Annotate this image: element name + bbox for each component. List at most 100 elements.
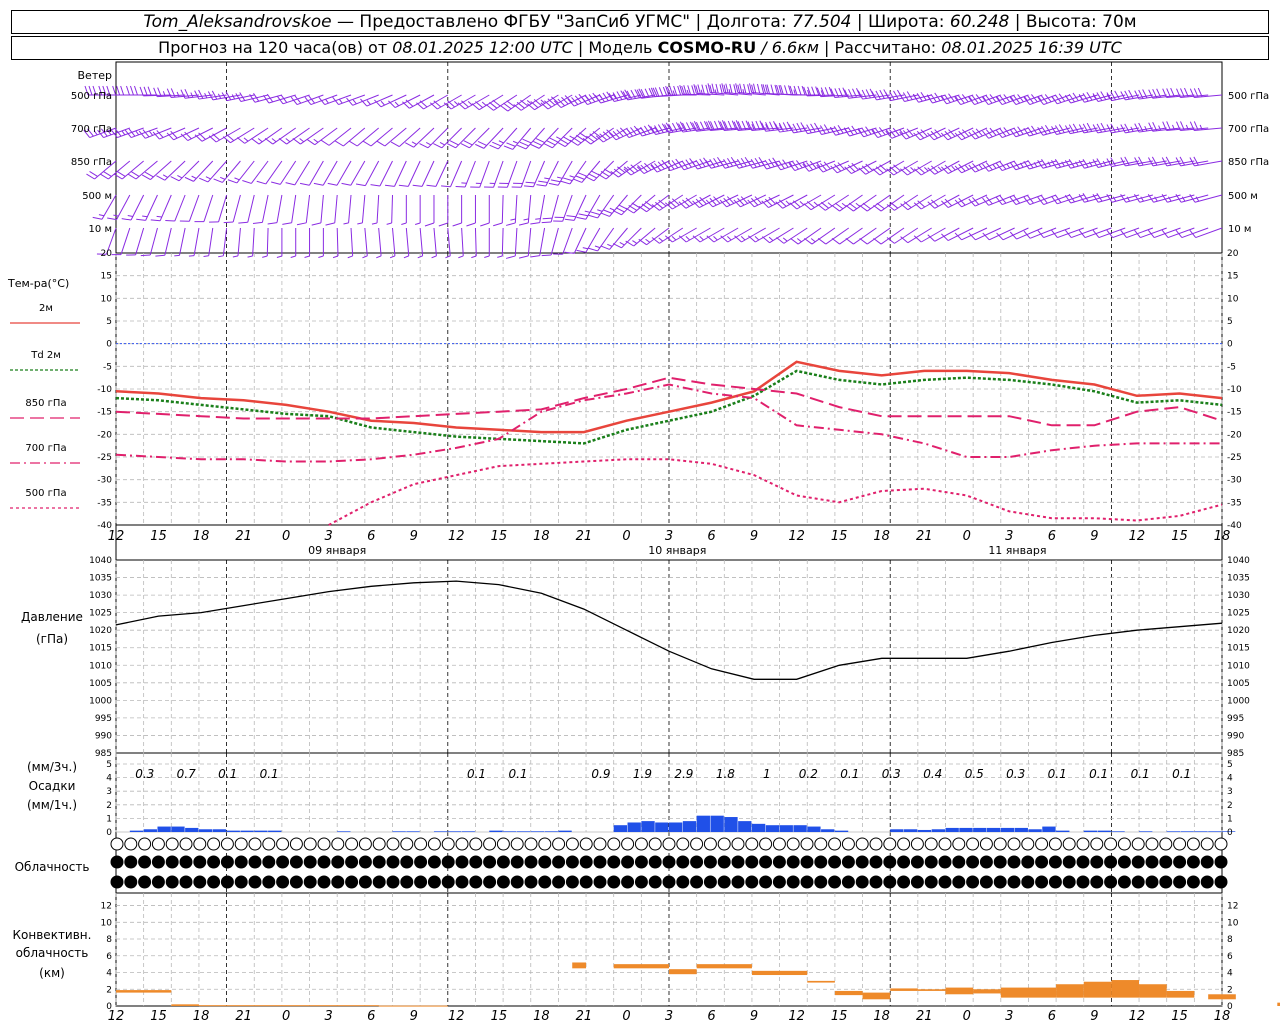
prec-tick-right: 4 [1227, 774, 1233, 784]
wind-barb [982, 227, 1015, 241]
wind-barb [576, 194, 601, 220]
barb-feather [972, 130, 980, 138]
wind-barb [705, 120, 739, 131]
barb-feather [156, 175, 165, 181]
barb-half-feather [445, 255, 451, 259]
barb-feather [449, 140, 459, 146]
wind-barb [817, 194, 849, 211]
barb-feather [1013, 160, 1020, 169]
wind-barb [485, 94, 518, 111]
conv-cloud-bar [945, 987, 974, 995]
barb-shaft [350, 227, 354, 256]
barb-feather [995, 196, 1003, 205]
precip-bar [1139, 831, 1153, 832]
barb-shaft [880, 194, 905, 212]
wind-barb [343, 194, 352, 225]
barb-shaft [203, 194, 214, 222]
barb-feather [493, 222, 503, 227]
wind-barb [1189, 194, 1223, 203]
barb-feather [602, 131, 611, 139]
barb-feather [198, 89, 204, 99]
wind-level-label-right: 500 гПа [1228, 91, 1269, 102]
wind-barb [497, 160, 518, 188]
barb-feather [726, 196, 735, 204]
barb-feather [253, 93, 260, 102]
cloud-clear-symbol [165, 837, 179, 851]
wind-barb [526, 94, 559, 111]
barb-feather [578, 213, 588, 217]
barb-feather [585, 176, 595, 182]
barb-half-feather [299, 138, 305, 143]
barb-shaft [853, 194, 877, 212]
barb-shaft [1153, 194, 1181, 203]
wind-barb [1092, 227, 1126, 239]
barb-feather [548, 182, 559, 186]
barb-feather [954, 132, 962, 141]
cloud-overcast-symbol [828, 855, 842, 869]
barb-feather [1138, 89, 1144, 99]
barb-feather [598, 93, 605, 103]
barb-feather [802, 163, 810, 172]
barb-feather [184, 131, 192, 140]
wind-barb [899, 160, 932, 176]
barb-half-feather [304, 255, 310, 258]
barb-shaft [501, 227, 504, 257]
prec-tick-right: 5 [1227, 760, 1233, 770]
cloud-overcast-symbol [469, 875, 483, 889]
barb-feather [235, 93, 242, 102]
pres-tick-right: 1025 [1227, 609, 1250, 619]
cloud-overcast-symbol [690, 875, 704, 889]
wind-barb [1009, 227, 1043, 240]
wind-barb [1162, 121, 1195, 131]
wind-barb [790, 227, 822, 245]
wind-barb [996, 227, 1029, 241]
wind-barb [327, 160, 352, 186]
barb-shaft [1125, 160, 1153, 167]
wind-level-label-right: 850 гПа [1228, 157, 1269, 168]
wind-barb [276, 94, 310, 105]
barb-shaft [94, 160, 117, 180]
wind-barb [719, 120, 752, 131]
barb-feather [834, 88, 840, 98]
barb-feather [335, 140, 344, 147]
barb-half-feather [394, 101, 400, 107]
barb-feather [503, 102, 512, 110]
wind-barb [572, 160, 601, 183]
barb-shaft [164, 160, 186, 181]
barb-feather [721, 83, 725, 93]
hour-label-bottom: 15 [831, 1009, 848, 1024]
barb-shaft [685, 227, 711, 243]
cloud-clear-symbol [593, 837, 607, 851]
barb-feather [1114, 90, 1120, 100]
barb-half-feather [98, 214, 105, 217]
barb-shaft [1043, 94, 1071, 106]
legend-label: 500 гПа [25, 488, 66, 499]
conv-cloud-bar [1277, 1002, 1280, 1006]
barb-half-feather [1106, 93, 1111, 99]
barb-feather [564, 251, 575, 254]
barb-feather [506, 142, 516, 147]
precip-value-label: 1.8 [716, 767, 735, 781]
wind-barb [530, 227, 546, 258]
pres-tick: 1040 [89, 556, 112, 566]
barb-feather [1009, 96, 1017, 105]
cloud-overcast-symbol [869, 875, 883, 889]
barb-feather [817, 238, 827, 245]
barb-shaft [737, 127, 766, 131]
wind-barb [706, 227, 739, 243]
cloud-clear-symbol [910, 837, 924, 851]
barb-feather [120, 85, 125, 96]
barb-feather [489, 144, 499, 150]
barb-feather [677, 85, 682, 96]
barb-feather [768, 158, 775, 168]
barb-feather [590, 211, 601, 216]
cloud-clear-symbol [179, 837, 193, 851]
barb-feather [934, 92, 941, 102]
wind-barb [941, 227, 974, 242]
temp-tick: -30 [97, 476, 112, 486]
wind-barb [166, 88, 199, 98]
barb-shaft [527, 194, 532, 223]
barb-feather [1023, 230, 1031, 239]
barb-shaft [525, 127, 545, 150]
barb-feather [1161, 229, 1169, 238]
